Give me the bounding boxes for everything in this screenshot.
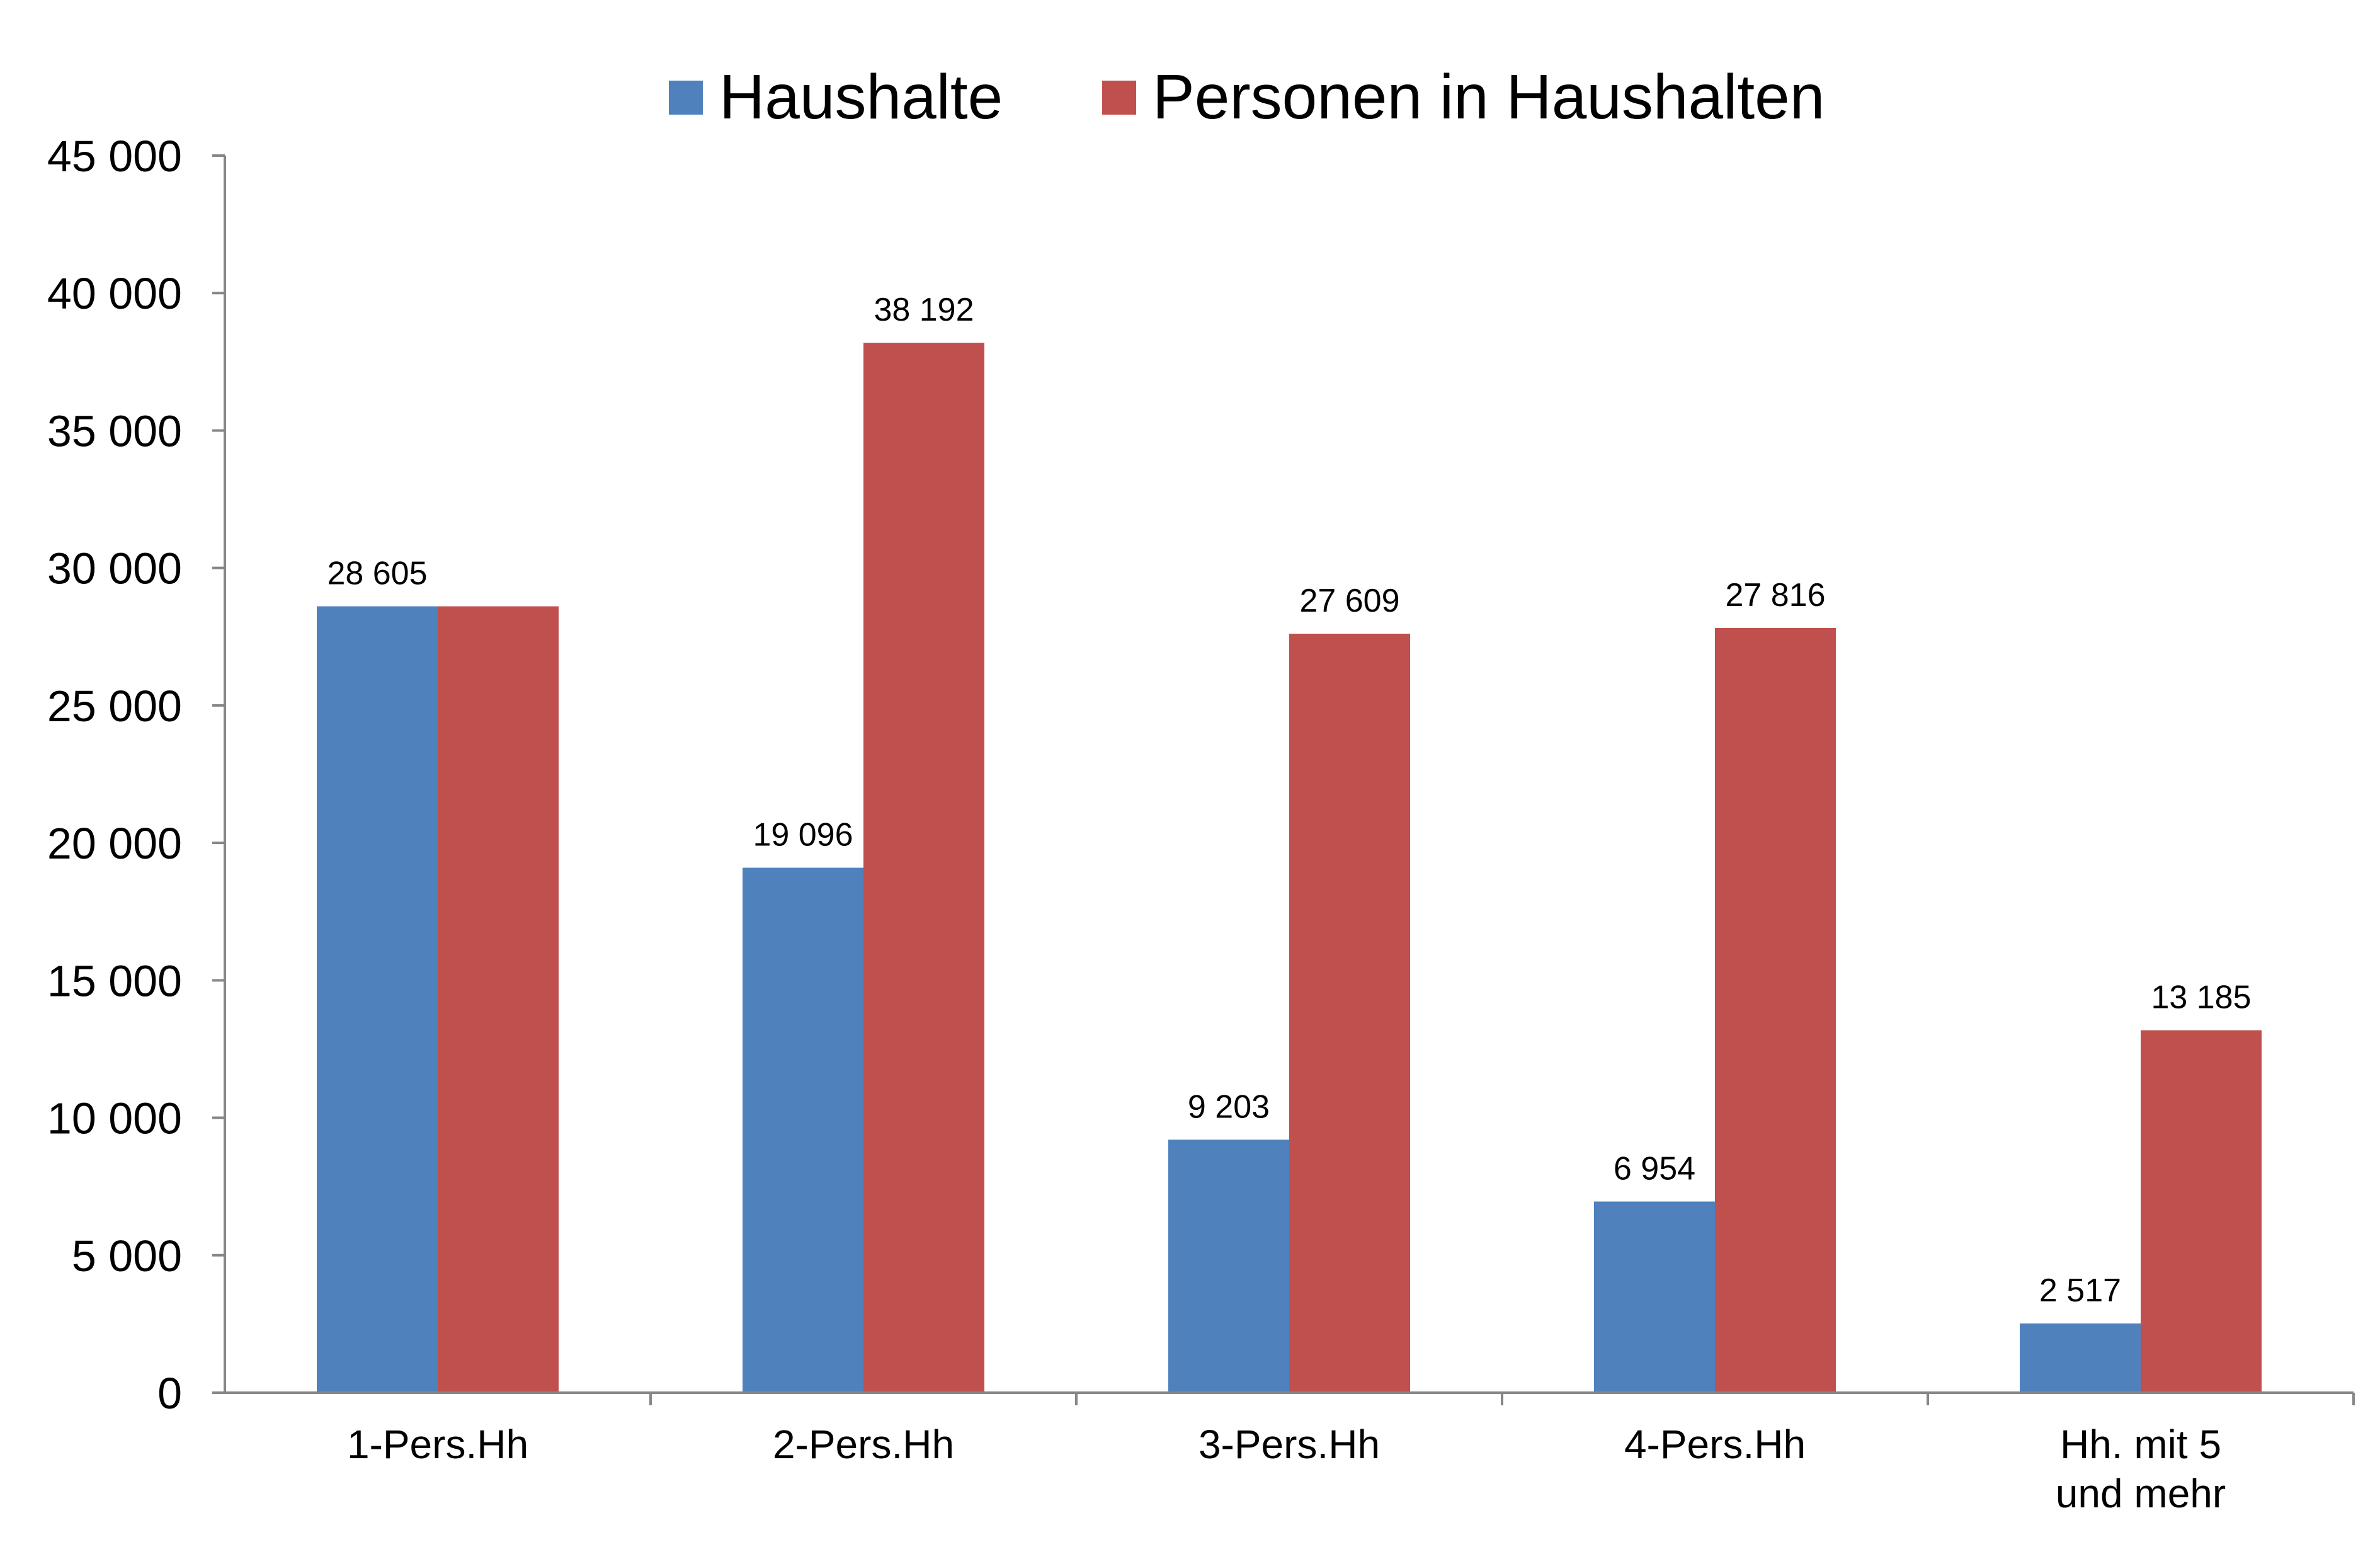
- data-label: 27 816: [1725, 577, 1825, 614]
- data-label: 28 605: [327, 556, 427, 592]
- data-label: 6 954: [1614, 1150, 1695, 1187]
- x-tick-label-line: 2-Pers.Hh: [773, 1422, 954, 1467]
- legend-swatch-haushalte: [669, 81, 703, 115]
- data-label: 13 185: [2151, 979, 2251, 1016]
- x-axis-ticks: 1-Pers.Hh 2-Pers.Hh 3-Pers.Hh 4-Pers.Hh Hh. …: [347, 1393, 2355, 1516]
- bar-personen-1: [438, 606, 559, 1393]
- bars: [317, 343, 2262, 1393]
- legend-label-personen: Personen in Haushalten: [1153, 62, 1825, 132]
- bar-personen-5: [2141, 1030, 2262, 1393]
- x-tick-label: 4-Pers.Hh: [1624, 1422, 1806, 1467]
- bar-personen-3: [1289, 634, 1410, 1393]
- data-label: 2 517: [2039, 1272, 2121, 1309]
- bar-haushalte-2: [743, 867, 863, 1393]
- legend: Haushalte Personen in Haushalten: [669, 62, 1825, 132]
- y-tick-label: 15 000: [47, 956, 182, 1005]
- x-tick-label-line: Hh. mit 5: [2060, 1422, 2221, 1467]
- x-tick-label-line: 1-Pers.Hh: [347, 1422, 528, 1467]
- x-tick-label: 2-Pers.Hh: [773, 1422, 954, 1467]
- y-tick-label: 5 000: [72, 1231, 182, 1281]
- y-tick-label: 0: [157, 1369, 182, 1418]
- bar-haushalte-1: [317, 606, 438, 1393]
- bar-personen-4: [1715, 627, 1836, 1393]
- y-tick-label: 35 000: [47, 406, 182, 455]
- y-axis-ticks: 0 5 000 10 000 15 000 20 000 25 000 30 000 35 0…: [47, 132, 225, 1418]
- y-tick-label: 30 000: [47, 544, 182, 593]
- bar-personen-2: [863, 343, 984, 1393]
- bar-haushalte-3: [1168, 1139, 1289, 1393]
- legend-label-haushalte: Haushalte: [719, 62, 1003, 132]
- axes: [224, 156, 2354, 1394]
- x-tick-label-line: und mehr: [2056, 1471, 2226, 1516]
- y-tick-label: 10 000: [47, 1094, 182, 1143]
- x-tick-label: 3-Pers.Hh: [1199, 1422, 1380, 1467]
- x-tick-label-line: 4-Pers.Hh: [1624, 1422, 1806, 1467]
- data-label: 38 192: [874, 292, 974, 328]
- data-label: 27 609: [1299, 583, 1399, 619]
- x-tick-label-line: 3-Pers.Hh: [1199, 1422, 1380, 1467]
- y-tick-label: 45 000: [47, 132, 182, 181]
- bar-haushalte-5: [2020, 1323, 2141, 1393]
- data-labels: 28 605 19 096 38 192 9 203 27 609 6 954 27 816…: [327, 292, 2251, 1309]
- y-tick-label: 25 000: [47, 682, 182, 731]
- data-label: 9 203: [1188, 1088, 1270, 1125]
- data-label: 19 096: [753, 817, 853, 854]
- bar-haushalte-4: [1594, 1201, 1715, 1393]
- y-tick-label: 40 000: [47, 269, 182, 318]
- legend-swatch-personen: [1102, 81, 1136, 115]
- x-tick-label: Hh. mit 5 und mehr: [2056, 1422, 2226, 1516]
- y-tick-label: 20 000: [47, 819, 182, 868]
- x-tick-label: 1-Pers.Hh: [347, 1422, 528, 1467]
